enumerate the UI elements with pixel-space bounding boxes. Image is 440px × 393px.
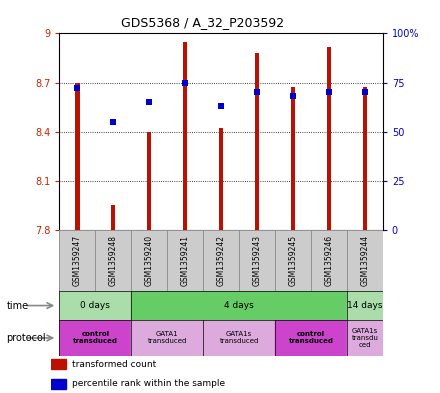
Text: GSM1359242: GSM1359242 bbox=[216, 235, 226, 286]
Text: 0 days: 0 days bbox=[81, 301, 110, 310]
Bar bbox=[131, 291, 347, 320]
Text: time: time bbox=[7, 301, 29, 310]
Bar bbox=[255, 53, 259, 230]
Bar bbox=[75, 83, 80, 230]
Text: GATA1
transduced: GATA1 transduced bbox=[147, 331, 187, 345]
Text: GSM1359245: GSM1359245 bbox=[289, 235, 297, 286]
Bar bbox=[219, 129, 223, 230]
Bar bbox=[291, 87, 295, 230]
Bar bbox=[363, 87, 367, 230]
Bar bbox=[183, 42, 187, 230]
Bar bbox=[51, 359, 66, 369]
Text: GSM1359241: GSM1359241 bbox=[181, 235, 190, 286]
Bar bbox=[111, 205, 115, 230]
Bar bbox=[131, 320, 203, 356]
Bar bbox=[59, 291, 131, 320]
Bar bbox=[203, 320, 275, 356]
Text: GSM1359240: GSM1359240 bbox=[145, 235, 154, 286]
Text: GSM1359243: GSM1359243 bbox=[253, 235, 261, 286]
Bar bbox=[327, 46, 331, 230]
Bar bbox=[147, 132, 151, 230]
Bar bbox=[347, 291, 383, 320]
Text: GSM1359247: GSM1359247 bbox=[73, 235, 82, 286]
Bar bbox=[347, 320, 383, 356]
Text: GDS5368 / A_32_P203592: GDS5368 / A_32_P203592 bbox=[121, 17, 284, 29]
Bar bbox=[59, 320, 131, 356]
Text: control
transduced: control transduced bbox=[289, 331, 334, 345]
Bar bbox=[275, 320, 347, 356]
Text: 14 days: 14 days bbox=[347, 301, 383, 310]
Text: transformed count: transformed count bbox=[72, 360, 156, 369]
Text: 4 days: 4 days bbox=[224, 301, 254, 310]
Text: GSM1359246: GSM1359246 bbox=[324, 235, 334, 286]
Text: control
transduced: control transduced bbox=[73, 331, 118, 345]
Text: percentile rank within the sample: percentile rank within the sample bbox=[72, 380, 225, 388]
Text: GSM1359244: GSM1359244 bbox=[360, 235, 369, 286]
Text: GATA1s
transduced: GATA1s transduced bbox=[220, 331, 259, 345]
Bar bbox=[51, 379, 66, 389]
Text: GSM1359248: GSM1359248 bbox=[109, 235, 118, 286]
Text: GATA1s
transdu
ced: GATA1s transdu ced bbox=[352, 328, 378, 348]
Text: protocol: protocol bbox=[7, 333, 46, 343]
